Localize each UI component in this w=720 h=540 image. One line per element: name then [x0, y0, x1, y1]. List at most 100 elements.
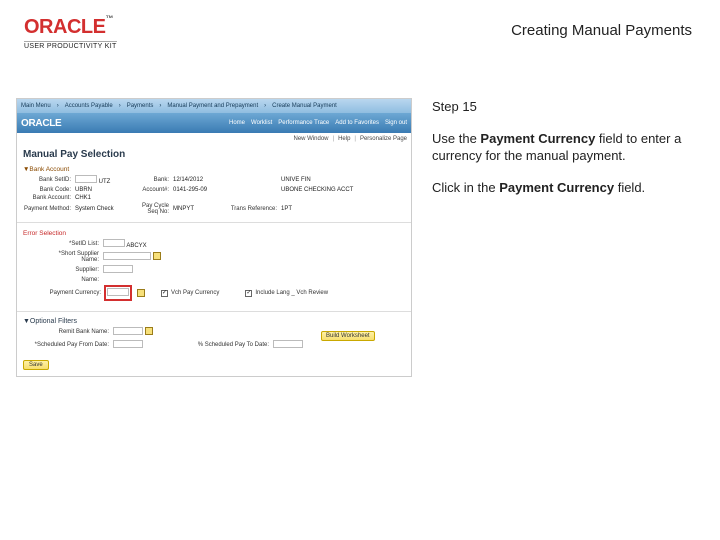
trademark: ™: [105, 14, 113, 23]
page-title: Creating Manual Payments: [511, 22, 692, 39]
trans-lbl: Trans Reference:: [229, 206, 281, 212]
sub-nav-row: New Window | Help | Personalize Page: [17, 133, 411, 145]
bank-code-lbl: Bank Code:: [23, 187, 75, 193]
p1a: Use the: [432, 131, 480, 146]
remit-bank-input[interactable]: [113, 327, 143, 335]
bank-account-lbl: Bank Account:: [23, 195, 75, 201]
sched-to-wrap: [273, 340, 313, 350]
payment-currency-lookup-icon[interactable]: [137, 289, 145, 297]
supplier-grid: *SetID List: ABCYX *Short Supplier Name:…: [23, 239, 405, 283]
link-personalize[interactable]: Personalize Page: [360, 136, 407, 142]
link-new-window[interactable]: New Window: [293, 136, 328, 142]
bank-account-val: CHK1: [75, 195, 131, 201]
bank-account-label[interactable]: ▼Bank Account: [23, 164, 405, 175]
instruction-p1: Use the Payment Currency field to enter …: [432, 130, 698, 165]
remit-bank-lbl: Remit Bank Name:: [33, 329, 113, 335]
divider-1: [17, 222, 411, 223]
setid-list-lbl: *SetID List:: [43, 241, 103, 247]
vch-pay-currency-checkbox[interactable]: ✓: [161, 290, 168, 297]
remit-bank-wrap: [113, 327, 153, 337]
p2a: Click in the: [432, 180, 499, 195]
app-breadcrumb-bar: Main Menu › Accounts Payable › Payments …: [17, 99, 411, 113]
brand-right-links: Home Worklist Performance Trace Add to F…: [229, 120, 407, 126]
name-lbl: Name:: [43, 277, 103, 283]
content-row: Main Menu › Accounts Payable › Payments …: [0, 58, 720, 377]
crumb-payments[interactable]: Payments: [127, 103, 154, 109]
app-screenshot: Main Menu › Accounts Payable › Payments …: [16, 98, 412, 377]
crumb-main[interactable]: Main Menu: [21, 103, 51, 109]
instruction-panel: Step 15 Use the Payment Currency field t…: [432, 98, 698, 377]
payment-currency-label: Payment Currency:: [43, 290, 101, 296]
sched-to-input[interactable]: [273, 340, 303, 348]
short-supplier-lbl: *Short Supplier Name:: [43, 251, 103, 263]
bank-lbl: Bank:: [131, 177, 173, 183]
trans-val: 1PT: [281, 206, 405, 212]
account-lbl: Account#:: [131, 187, 173, 193]
build-worksheet-cell: Build Worksheet: [313, 327, 375, 345]
logo-block: ORACLE™ USER PRODUCTIVITY KIT: [24, 16, 117, 50]
bank-third-val: UNIVE FIN: [281, 177, 405, 183]
setid-list-val: ABCYX: [126, 243, 146, 249]
page-header: ORACLE™ USER PRODUCTIVITY KIT Creating M…: [0, 0, 720, 58]
sched-to-lbl: % Scheduled Pay To Date:: [153, 342, 273, 348]
divider-2: [17, 311, 411, 312]
build-worksheet-button[interactable]: Build Worksheet: [321, 331, 375, 341]
vch-pay-currency-label: Vch Pay Currency: [171, 290, 219, 296]
app-brand-bar: ORACLE Home Worklist Performance Trace A…: [17, 113, 411, 133]
form-page-title: Manual Pay Selection: [17, 145, 411, 162]
bank-val: 12/14/2012: [173, 177, 229, 183]
crumb-manual[interactable]: Manual Payment and Prepayment: [167, 103, 258, 109]
sched-from-input[interactable]: [113, 340, 143, 348]
bank-setid-val: UTZ: [99, 179, 111, 185]
short-supplier-input[interactable]: [103, 252, 151, 260]
p2c: field.: [614, 180, 645, 195]
p2b: Payment Currency: [499, 180, 614, 195]
ref-lbl: Pay Cycle Seq No:: [131, 203, 173, 215]
method-lbl: Payment Method:: [23, 206, 75, 212]
bank-account-section: ▼Bank Account Bank SetID: UTZ Bank: 12/1…: [17, 162, 411, 219]
short-supplier-wrap: [103, 252, 405, 262]
save-button[interactable]: Save: [23, 360, 49, 370]
sched-from-wrap: [113, 340, 153, 350]
link-perf[interactable]: Performance Trace: [278, 120, 329, 126]
mini-oracle-logo: ORACLE: [21, 118, 61, 129]
setid-list-input[interactable]: [103, 239, 125, 247]
payment-currency-highlight: [104, 285, 132, 301]
supplier-lbl: Supplier:: [43, 267, 103, 273]
bank-setid-wrap: UTZ: [75, 175, 131, 185]
brand-text: ORACLE: [24, 16, 105, 38]
link-home[interactable]: Home: [229, 120, 245, 126]
sched-from-lbl: *Scheduled Pay From Date:: [33, 342, 113, 348]
remit-bank-lookup-icon[interactable]: [145, 327, 153, 335]
optional-filters-title[interactable]: ▼Optional Filters: [17, 315, 411, 327]
crumb-ap[interactable]: Accounts Payable: [65, 103, 113, 109]
method-val: System Check: [75, 206, 131, 212]
step-label: Step 15: [432, 98, 698, 116]
ref-val: MNPYT: [173, 206, 229, 212]
supplier-input[interactable]: [103, 265, 133, 273]
error-section: Error Selection *SetID List: ABCYX *Shor…: [17, 226, 411, 308]
link-worklist[interactable]: Worklist: [251, 120, 272, 126]
setid-list-wrap: ABCYX: [103, 239, 405, 249]
link-signout[interactable]: Sign out: [385, 120, 407, 126]
oracle-logo: ORACLE™: [24, 16, 117, 39]
supplier-wrap: [103, 265, 405, 275]
lookup-icon[interactable]: [153, 252, 161, 260]
bank-field-grid: Bank SetID: UTZ Bank: 12/14/2012 UNIVE F…: [23, 175, 405, 215]
p1b: Payment Currency: [480, 131, 595, 146]
subbrand-text: USER PRODUCTIVITY KIT: [24, 41, 117, 50]
bank-setid-lbl: Bank SetID:: [23, 177, 75, 183]
crumb-create[interactable]: Create Manual Payment: [272, 103, 337, 109]
include-lang-label: Include Lang _ Vch Review: [255, 290, 328, 296]
payment-currency-row: Payment Currency: ✓ Vch Pay Currency ✓ I…: [23, 283, 405, 304]
error-section-label: Error Selection: [23, 228, 405, 239]
include-lang-checkbox[interactable]: ✓: [245, 290, 252, 297]
bank-setid-input[interactable]: [75, 175, 97, 183]
account-val: 0141-295-09: [173, 187, 229, 193]
payment-currency-input[interactable]: [107, 288, 129, 296]
optional-filters-grid: Remit Bank Name: *Scheduled Pay From Dat…: [17, 327, 313, 356]
instruction-p2: Click in the Payment Currency field.: [432, 179, 698, 197]
bank-third2-val: UBONE CHECKING ACCT: [281, 187, 405, 193]
link-help[interactable]: Help: [338, 136, 350, 142]
link-fav[interactable]: Add to Favorites: [335, 120, 379, 126]
